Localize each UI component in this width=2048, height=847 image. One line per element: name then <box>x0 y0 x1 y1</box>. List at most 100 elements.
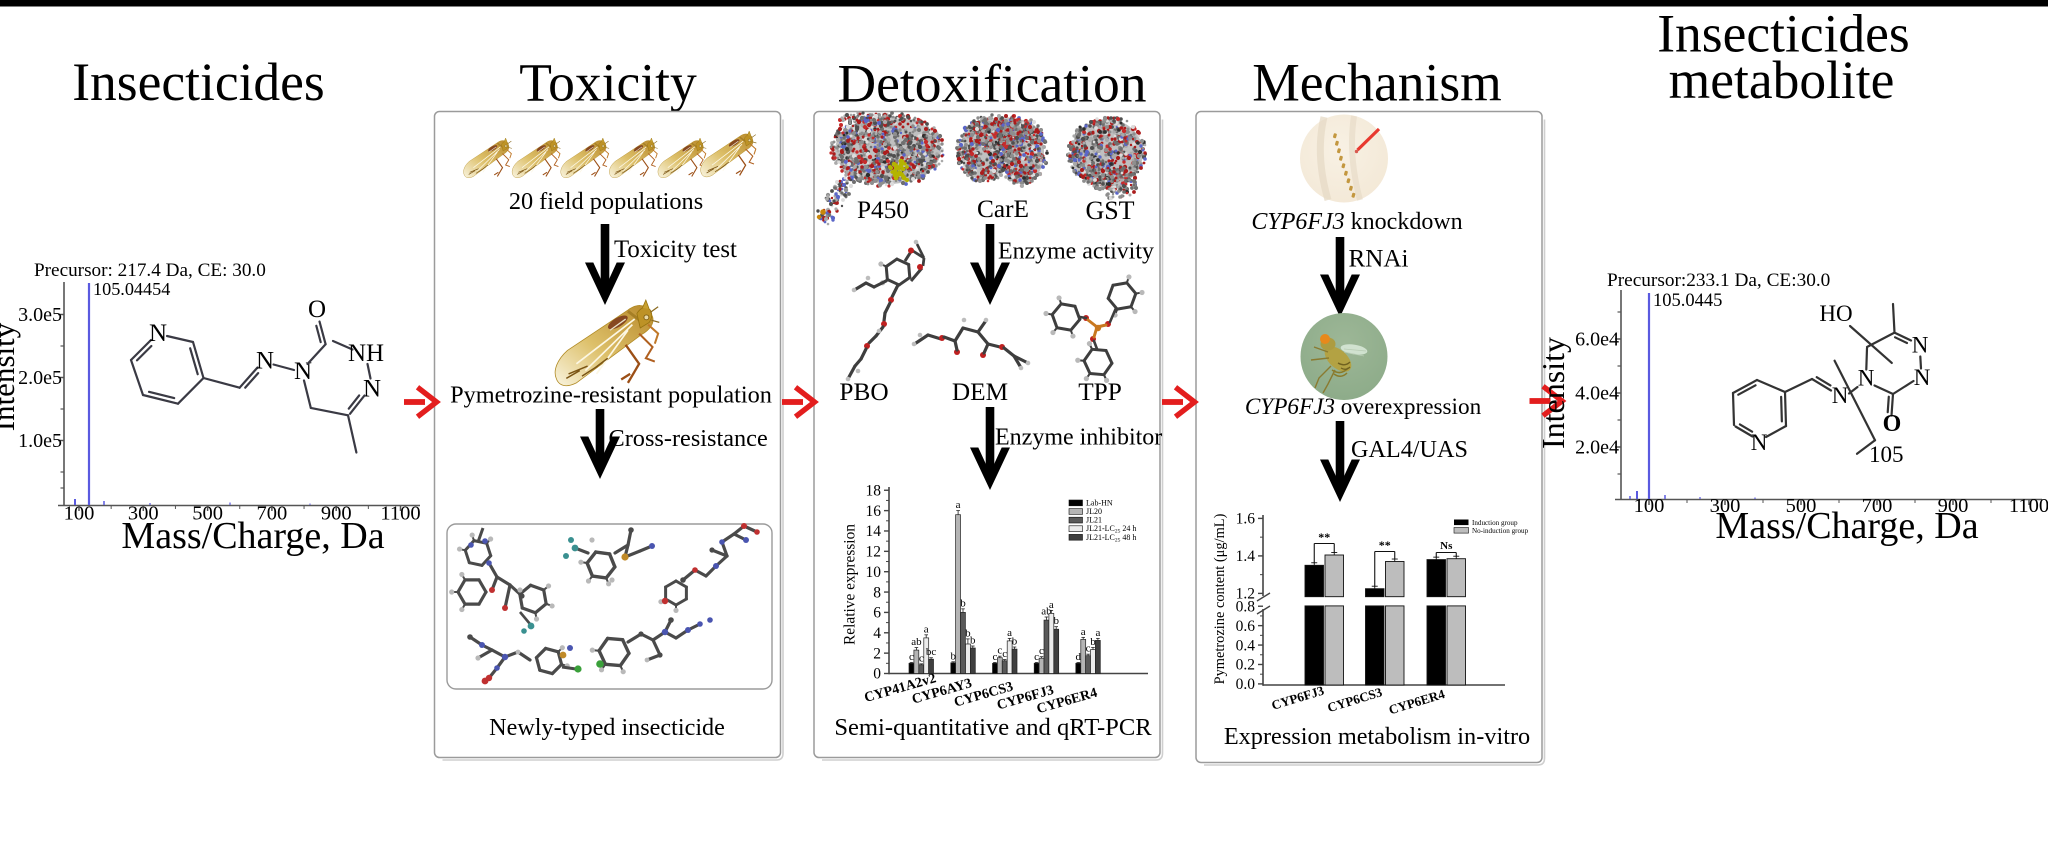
svg-text:0.6: 0.6 <box>1236 618 1256 635</box>
svg-text:Enzyme inhibitor: Enzyme inhibitor <box>995 425 1162 451</box>
svg-text:105.0445: 105.0445 <box>1653 291 1722 311</box>
svg-text:c: c <box>1039 645 1044 657</box>
svg-text:d: d <box>1076 651 1082 663</box>
svg-text:0.4: 0.4 <box>1236 637 1256 654</box>
svg-text:c: c <box>997 645 1002 657</box>
svg-text:1100: 1100 <box>2009 495 2048 517</box>
svg-text:0: 0 <box>873 666 881 683</box>
svg-text:Toxicity: Toxicity <box>519 53 697 113</box>
svg-text:JL20: JL20 <box>1086 507 1102 516</box>
svg-text:N: N <box>149 320 167 347</box>
svg-text:N: N <box>256 348 274 375</box>
svg-text:Induction group: Induction group <box>1472 519 1518 527</box>
svg-text:Mechanism: Mechanism <box>1252 53 1502 113</box>
svg-text:c: c <box>992 651 997 663</box>
svg-text:105: 105 <box>1869 442 1904 467</box>
svg-text:12: 12 <box>866 544 882 561</box>
svg-text:TPP: TPP <box>1078 378 1122 406</box>
svg-text:Expression metabolism in-vitro: Expression metabolism in-vitro <box>1224 723 1530 750</box>
svg-text:8: 8 <box>873 584 881 601</box>
svg-text:20 field populations: 20 field populations <box>509 188 703 215</box>
svg-text:**: ** <box>1379 538 1391 552</box>
svg-text:14: 14 <box>866 523 882 540</box>
svg-text:Intensity: Intensity <box>1535 337 1571 449</box>
svg-text:**: ** <box>1318 530 1330 544</box>
svg-text:RNAi: RNAi <box>1349 246 1409 273</box>
svg-text:JL21: JL21 <box>1086 516 1102 525</box>
svg-text:1.0e5: 1.0e5 <box>18 430 62 452</box>
svg-text:N: N <box>1912 333 1929 358</box>
svg-text:P450: P450 <box>857 196 909 224</box>
svg-text:Detoxification: Detoxification <box>837 54 1146 114</box>
svg-text:N: N <box>1832 383 1849 408</box>
svg-text:2.0e4: 2.0e4 <box>1575 437 1619 459</box>
svg-text:Insecticides: Insecticides <box>1657 4 1910 64</box>
svg-text:100: 100 <box>64 503 95 525</box>
svg-text:CarE: CarE <box>977 195 1029 223</box>
svg-text:10: 10 <box>866 564 882 581</box>
svg-text:JL21-LC25 24 h: JL21-LC25 24 h <box>1086 524 1136 535</box>
svg-text:Lab-HN: Lab-HN <box>1086 498 1113 507</box>
svg-text:3.0e5: 3.0e5 <box>18 304 62 326</box>
svg-text:PBO: PBO <box>839 378 888 406</box>
svg-text:ab: ab <box>911 636 922 648</box>
svg-text:1.2: 1.2 <box>1236 586 1255 603</box>
svg-text:O: O <box>308 296 326 323</box>
svg-text:18: 18 <box>866 482 882 499</box>
svg-text:b: b <box>965 627 971 639</box>
svg-text:Enzyme activity: Enzyme activity <box>998 239 1154 265</box>
svg-text:1100: 1100 <box>380 503 420 525</box>
svg-text:No-induction group: No-induction group <box>1472 527 1529 535</box>
svg-text:Pymetrozine-resistant populati: Pymetrozine-resistant population <box>450 382 772 409</box>
svg-text:ab: ab <box>1041 606 1052 618</box>
svg-text:b: b <box>1012 636 1018 648</box>
svg-text:HO: HO <box>1819 301 1852 326</box>
svg-text:GAL4/UAS: GAL4/UAS <box>1351 436 1468 463</box>
svg-text:Newly-typed insecticide: Newly-typed insecticide <box>489 714 725 741</box>
svg-text:c: c <box>1086 643 1091 655</box>
svg-text:Ns: Ns <box>1440 540 1453 552</box>
svg-text:700: 700 <box>1862 495 1893 517</box>
svg-text:1.6: 1.6 <box>1236 511 1256 528</box>
svg-text:900: 900 <box>321 503 352 525</box>
svg-text:900: 900 <box>1938 495 1969 517</box>
svg-text:2: 2 <box>873 645 881 662</box>
svg-text:Mass/Charge, Da: Mass/Charge, Da <box>1715 505 1978 547</box>
svg-text:105.04454: 105.04454 <box>93 279 170 299</box>
svg-text:Precursor:233.1 Da, CE:30.0: Precursor:233.1 Da, CE:30.0 <box>1607 270 1830 291</box>
svg-text:2.0e5: 2.0e5 <box>18 367 62 389</box>
svg-text:100: 100 <box>1634 495 1665 517</box>
svg-text:1.4: 1.4 <box>1236 548 1256 565</box>
svg-text:CYP6FJ3 overexpression: CYP6FJ3 overexpression <box>1245 394 1482 420</box>
svg-text:b: b <box>1053 615 1059 627</box>
svg-text:a: a <box>1007 627 1012 639</box>
svg-text:500: 500 <box>1786 495 1817 517</box>
svg-text:300: 300 <box>128 503 159 525</box>
svg-text:300: 300 <box>1710 495 1741 517</box>
svg-text:c: c <box>909 651 914 663</box>
svg-text:N: N <box>1914 365 1931 390</box>
svg-text:b: b <box>1090 636 1096 648</box>
svg-text:6.0e4: 6.0e4 <box>1575 329 1619 351</box>
svg-text:b: b <box>960 597 966 609</box>
svg-text:500: 500 <box>192 503 223 525</box>
svg-text:Intensity: Intensity <box>0 322 21 431</box>
svg-text:JL21-LC25 48 h: JL21-LC25 48 h <box>1086 533 1136 544</box>
svg-text:N: N <box>1858 366 1875 391</box>
svg-text:N: N <box>363 376 381 403</box>
svg-text:Insecticides: Insecticides <box>72 52 325 112</box>
svg-text:N: N <box>1751 430 1768 455</box>
svg-text:DEM: DEM <box>952 378 1008 406</box>
svg-text:Toxicity test: Toxicity test <box>614 236 737 263</box>
svg-text:4: 4 <box>873 625 881 642</box>
svg-text:GST: GST <box>1085 196 1134 225</box>
svg-text:700: 700 <box>257 503 288 525</box>
svg-text:b: b <box>950 650 956 662</box>
svg-text:Cross-resistance: Cross-resistance <box>609 425 768 452</box>
svg-text:Pymetrozine content (μg/mL): Pymetrozine content (μg/mL) <box>1212 513 1228 684</box>
svg-text:b: b <box>970 635 976 647</box>
svg-text:0.0: 0.0 <box>1236 676 1256 693</box>
svg-text:O: O <box>1883 411 1902 437</box>
svg-text:a: a <box>924 623 929 635</box>
svg-text:c: c <box>1034 651 1039 663</box>
